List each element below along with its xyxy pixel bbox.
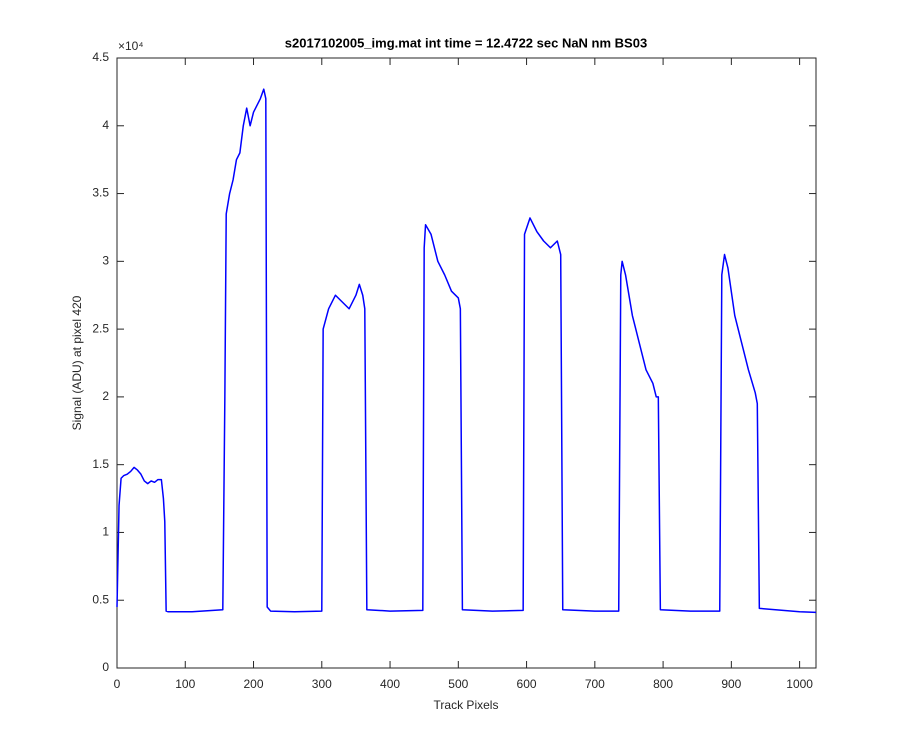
data-line (116, 88, 817, 614)
x-tick-label: 300 (312, 677, 332, 691)
y-tick-label: 0 (102, 660, 109, 674)
x-tick-label: 500 (448, 677, 468, 691)
y-tick-label: 1 (102, 525, 109, 539)
y-tick-label: 3 (102, 254, 109, 268)
chart-title: s2017102005_img.mat int time = 12.4722 s… (285, 35, 647, 50)
x-tick-label: 1000 (786, 677, 813, 691)
y-tick-label: 2 (102, 389, 109, 403)
axes-box (116, 57, 817, 669)
y-tick-label: 0.5 (92, 592, 109, 606)
y-tick-label: 2.5 (92, 321, 109, 335)
y-multiplier: ×10⁴ (118, 39, 144, 53)
y-tick-label: 4.5 (92, 50, 109, 64)
x-tick-label: 600 (517, 677, 537, 691)
x-tick-label: 100 (175, 677, 195, 691)
y-tick-label: 4 (102, 118, 109, 132)
x-axis-label: Track Pixels (434, 698, 499, 712)
x-tick-label: 900 (721, 677, 741, 691)
x-tick-label: 700 (585, 677, 605, 691)
x-tick-label: 400 (380, 677, 400, 691)
x-tick-label: 0 (114, 677, 121, 691)
y-tick-label: 3.5 (92, 186, 109, 200)
y-tick-label: 1.5 (92, 457, 109, 471)
x-tick-label: 800 (653, 677, 673, 691)
x-tick-label: 200 (244, 677, 264, 691)
y-axis-label: Signal (ADU) at pixel 420 (70, 295, 84, 430)
